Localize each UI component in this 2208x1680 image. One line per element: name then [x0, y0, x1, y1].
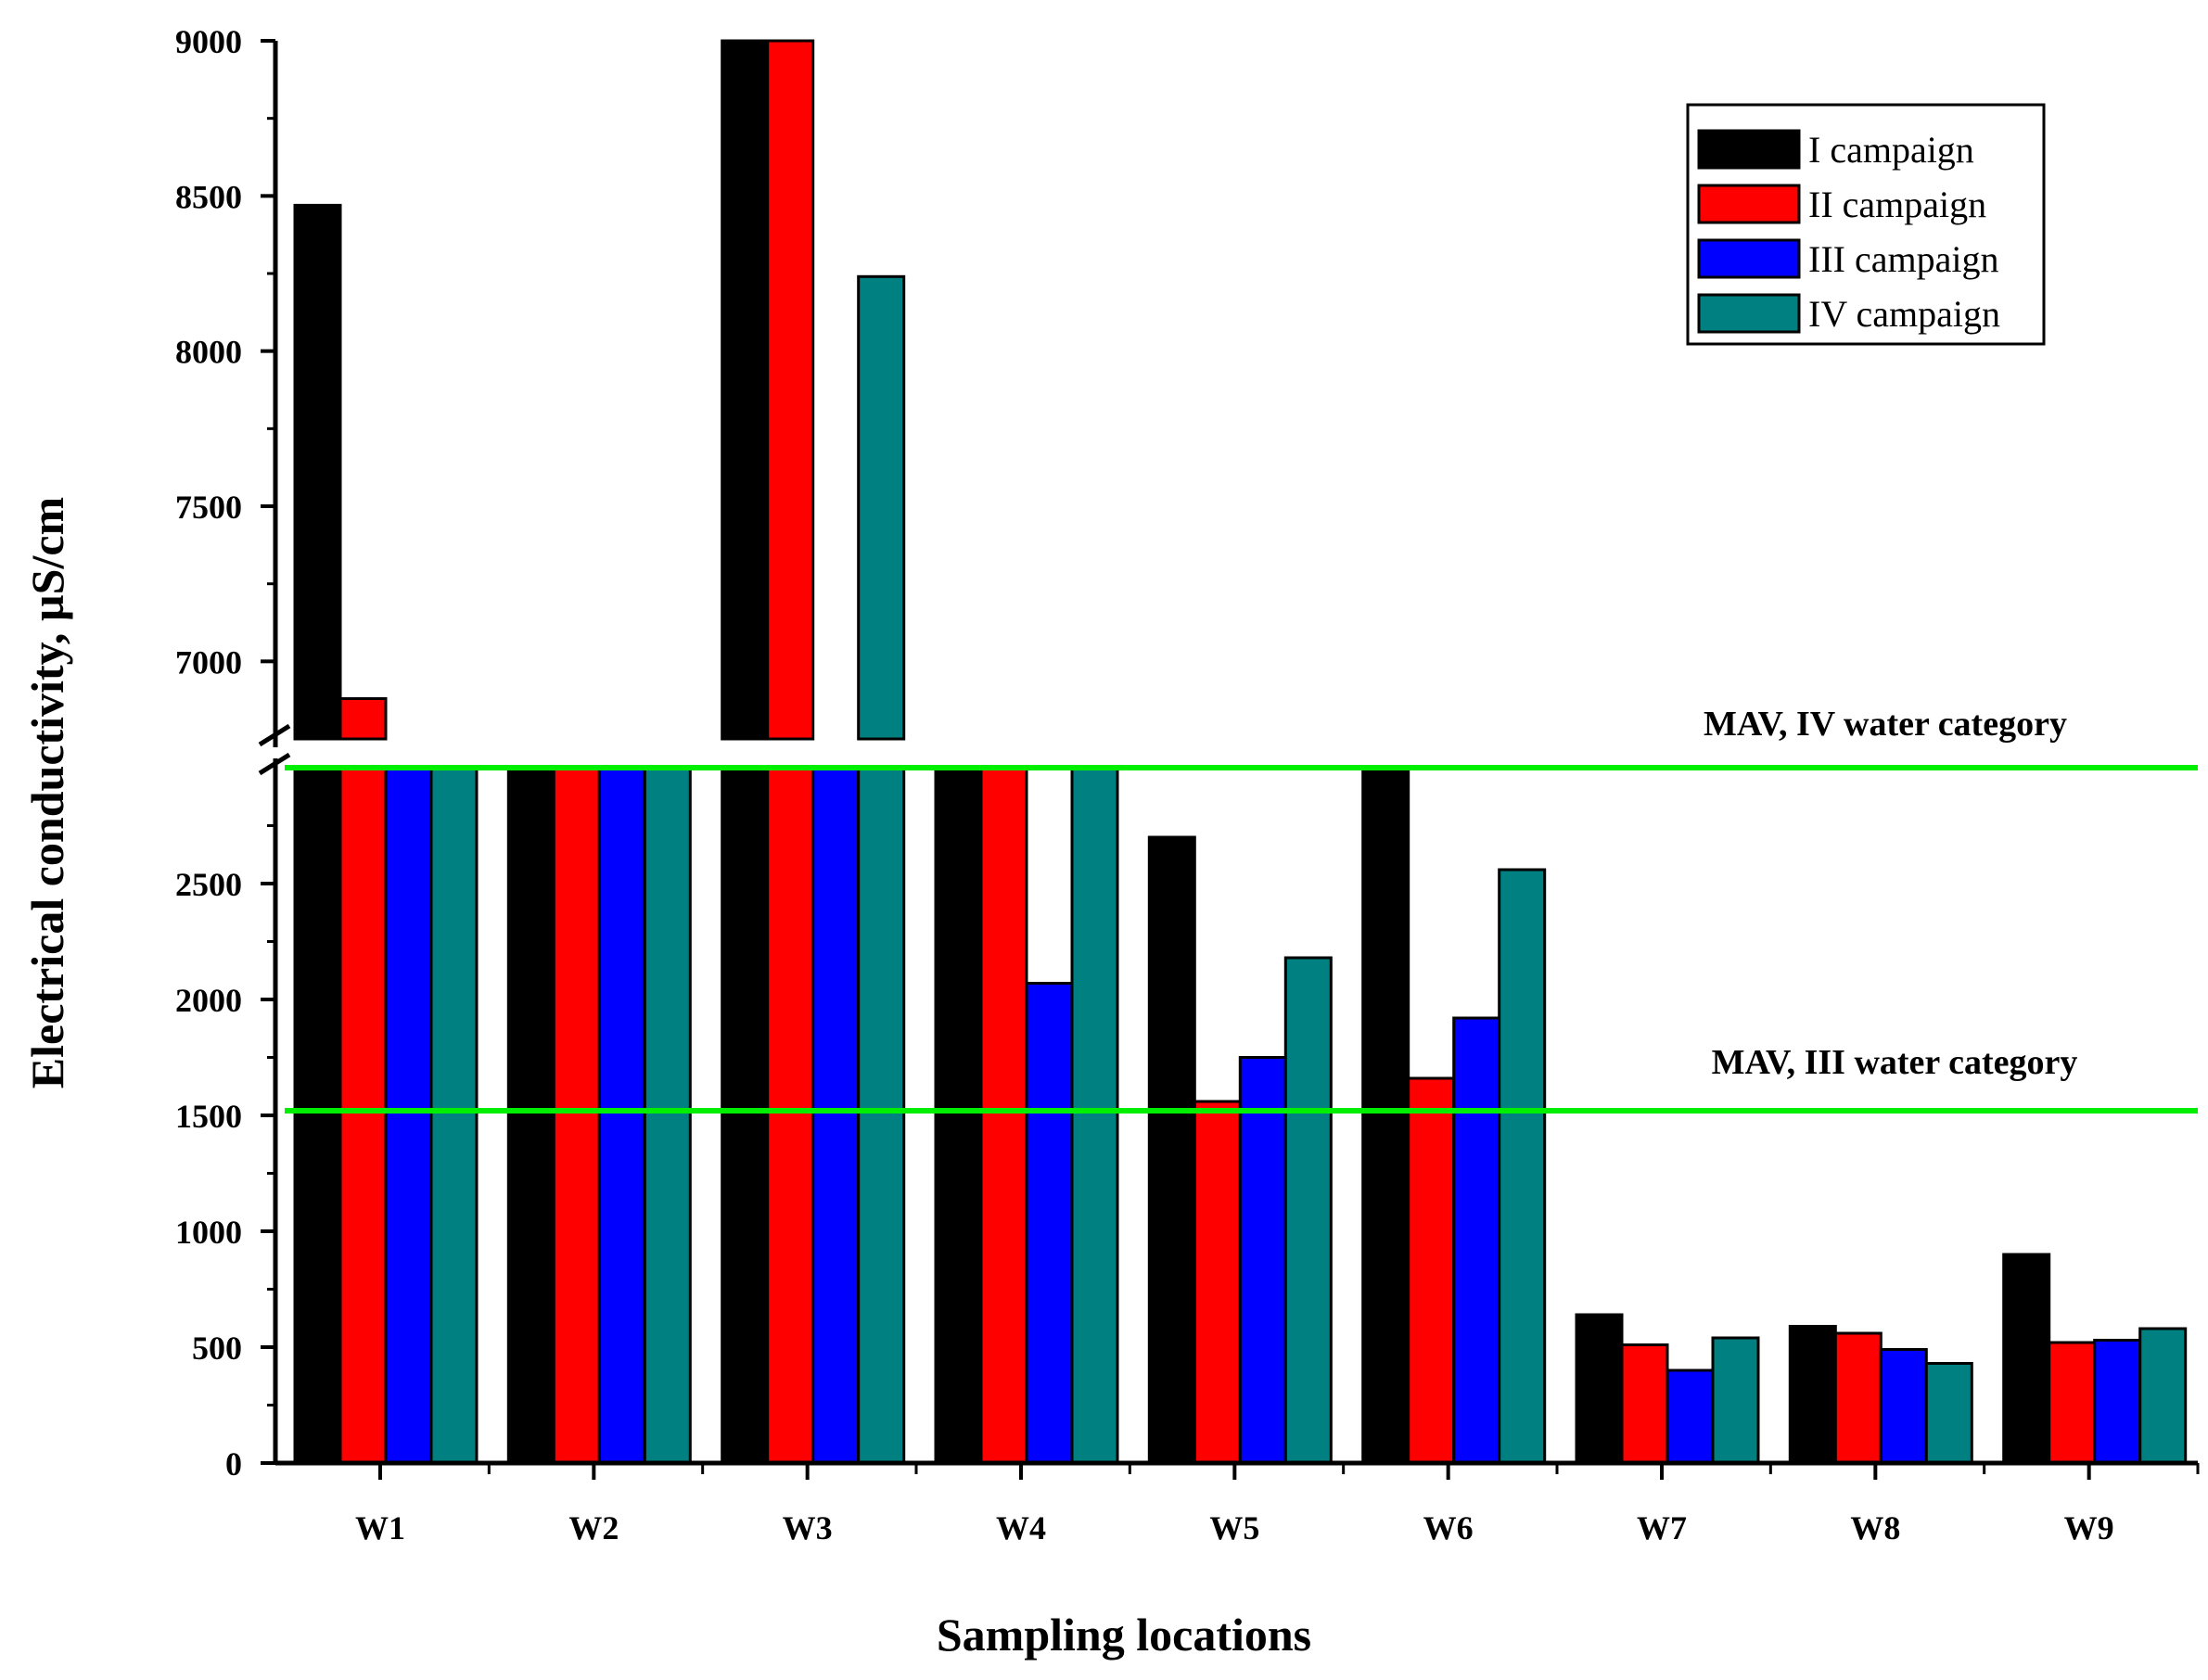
- legend-swatch-iii: [1697, 238, 1801, 279]
- bar-w4-iv: [1070, 766, 1119, 1465]
- axes: [258, 39, 2200, 1480]
- bar-w3-i: [721, 766, 770, 1465]
- bar-w7-iii: [1666, 1368, 1715, 1465]
- axis-break-mark-lower: [258, 752, 291, 776]
- y-tick-label-8500: 8500: [175, 178, 242, 215]
- bar-w5-i: [1147, 835, 1196, 1465]
- bar-w2-i: [506, 766, 555, 1465]
- reference-line-label-1: MAV, IV water category: [1704, 705, 2067, 744]
- bar-w1-iii: [384, 766, 433, 1465]
- bar-w8-ii: [1833, 1331, 1883, 1465]
- y-tick-label-8000: 8000: [175, 334, 242, 371]
- bar-w9-iv: [2138, 1327, 2188, 1465]
- bar-w2-iv: [643, 766, 692, 1465]
- bar-w3-iv: [857, 766, 906, 1465]
- bar-w9-ii: [2048, 1341, 2097, 1465]
- bars-layer: [293, 39, 2188, 1465]
- bar-w9-i: [2002, 1253, 2051, 1465]
- bar-w7-iv: [1711, 1336, 1760, 1465]
- reference-line-label-2: MAV, III water category: [1712, 1043, 2078, 1082]
- x-tick-label-w4: W4: [996, 1509, 1046, 1546]
- tick-labels: 0 500 1000 1500 2000 2500 7000 7500 8000 8500 9000…: [175, 23, 2114, 1546]
- x-tick-label-w8: W8: [1850, 1509, 1900, 1546]
- y-tick-label-7500: 7500: [175, 489, 242, 526]
- bar-w3-iii: [811, 766, 861, 1465]
- legend-label-iii: III campaign: [1808, 238, 1998, 280]
- reference-lines: MAV, IV water category MAV, III water cat…: [285, 705, 2198, 1114]
- bar-w4-i: [934, 766, 983, 1465]
- bar-w5-iv: [1283, 956, 1333, 1465]
- legend-label-i: I campaign: [1808, 129, 1974, 171]
- bar-w4-iii: [1025, 982, 1074, 1465]
- y-tick-label-2000: 2000: [175, 982, 242, 1019]
- legend-swatch-iv: [1697, 293, 1801, 334]
- bar-w1-ii-upper: [338, 697, 388, 741]
- bar-w1-ii: [338, 766, 388, 1465]
- y-tick-label-1500: 1500: [175, 1098, 242, 1135]
- bar-w6-i: [1361, 766, 1410, 1465]
- bar-w1-iv: [429, 766, 479, 1465]
- legend-swatch-i: [1697, 129, 1801, 170]
- bar-w2-ii: [552, 766, 601, 1465]
- x-tick-label-w2: W2: [568, 1509, 619, 1546]
- x-tick-label-w9: W9: [2064, 1509, 2114, 1546]
- y-axis-title: Electrical conductivity, µS/cm: [21, 497, 73, 1088]
- bar-w8-i: [1788, 1325, 1837, 1465]
- bar-w1-i: [293, 766, 342, 1465]
- legend-swatch-ii: [1697, 184, 1801, 224]
- x-tick-label-w7: W7: [1637, 1509, 1687, 1546]
- x-tick-label-w6: W6: [1423, 1509, 1474, 1546]
- bar-w4-ii: [979, 766, 1028, 1465]
- bar-w3-i-upper: [721, 39, 770, 741]
- y-tick-label-500: 500: [192, 1330, 242, 1367]
- legend-label-iv: IV campaign: [1808, 293, 2000, 335]
- y-tick-label-9000: 9000: [175, 23, 242, 60]
- bar-w9-iii: [2093, 1339, 2142, 1465]
- bar-w8-iii: [1879, 1348, 1928, 1465]
- bar-w8-iv: [1924, 1362, 1973, 1465]
- axis-break-mark-upper: [258, 723, 291, 747]
- legend-label-ii: II campaign: [1808, 184, 1986, 225]
- bar-w5-ii: [1193, 1100, 1242, 1465]
- bar-w6-ii: [1407, 1076, 1456, 1465]
- bar-w7-ii: [1620, 1343, 1669, 1465]
- x-tick-label-w1: W1: [355, 1509, 405, 1546]
- x-tick-label-w5: W5: [1209, 1509, 1259, 1546]
- legend: I campaign II campaign III campaign IV camp…: [1686, 103, 2046, 346]
- x-axis-title: Sampling locations: [937, 1609, 1311, 1661]
- bar-w5-iii: [1238, 1056, 1287, 1465]
- bar-w3-ii-upper: [766, 39, 815, 741]
- bar-w6-iii: [1452, 1016, 1501, 1465]
- bar-w3-ii: [766, 766, 815, 1465]
- bar-w6-iv: [1498, 868, 1547, 1465]
- bar-w7-i: [1575, 1313, 1624, 1465]
- y-tick-label-2500: 2500: [175, 866, 242, 903]
- y-tick-label-7000: 7000: [175, 643, 242, 681]
- y-tick-label-0: 0: [225, 1445, 242, 1483]
- bar-w1-i-upper: [293, 203, 342, 741]
- y-tick-label-1000: 1000: [175, 1214, 242, 1251]
- bar-w3-iv-upper: [857, 274, 906, 741]
- bar-w2-iii: [597, 766, 646, 1465]
- x-tick-label-w3: W3: [783, 1509, 833, 1546]
